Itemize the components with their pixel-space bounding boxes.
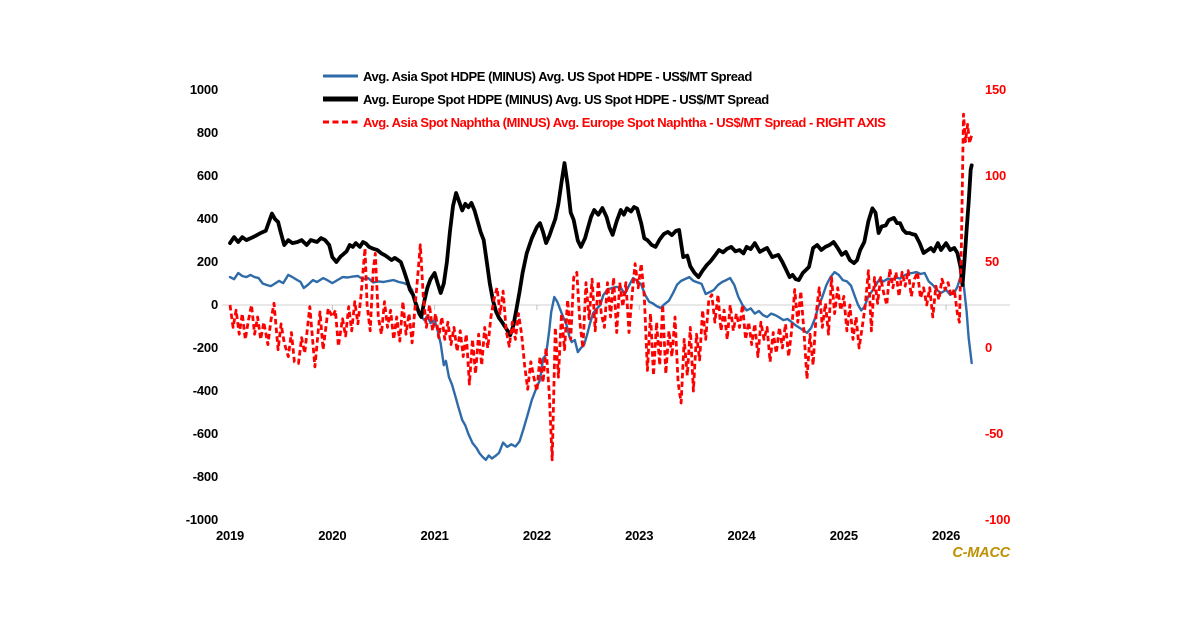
- right-axis-tick-label: -100: [985, 512, 1011, 527]
- left-axis-tick-label: -1000: [185, 512, 218, 527]
- right-axis-tick-label: 50: [985, 254, 1000, 269]
- left-axis-tick-label: 200: [196, 254, 218, 269]
- x-axis-tick-label: 2026: [932, 528, 961, 543]
- left-axis-tick-label: 800: [196, 125, 218, 140]
- legend-item-europe-us-hdpe-spread: Avg. Europe Spot HDPE (MINUS) Avg. US Sp…: [322, 91, 885, 107]
- legend-item-label: Avg. Asia Spot Naphtha (MINUS) Avg. Euro…: [363, 114, 886, 130]
- left-axis-tick-label: -800: [192, 469, 218, 484]
- left-axis-tick-label: -200: [192, 340, 218, 355]
- legend-item-asia-us-hdpe-spread: Avg. Asia Spot HDPE (MINUS) Avg. US Spot…: [322, 68, 885, 84]
- right-axis-tick-label: 0: [985, 340, 993, 355]
- series-line-naphtha-spread-right-axis: [228, 112, 974, 462]
- right-axis-tick-label: 100: [985, 168, 1007, 183]
- legend-line-swatch-blue: [323, 74, 358, 78]
- legend-line-swatch-black: [323, 96, 358, 102]
- legend-item-label: Avg. Asia Spot HDPE (MINUS) Avg. US Spot…: [363, 68, 752, 84]
- legend-item-label: Avg. Europe Spot HDPE (MINUS) Avg. US Sp…: [363, 91, 769, 107]
- x-axis-tick-label: 2021: [420, 528, 449, 543]
- right-axis-tick-label: -50: [985, 426, 1004, 441]
- x-axis-tick-label: 2022: [522, 528, 551, 543]
- left-axis-tick-label: -400: [192, 383, 218, 398]
- x-axis-tick-label: 2020: [318, 528, 347, 543]
- x-axis-tick-label: 2024: [727, 528, 756, 543]
- watermark-cmacc: C-MACC: [952, 545, 1010, 561]
- legend: Avg. Asia Spot HDPE (MINUS) Avg. US Spot…: [322, 68, 886, 137]
- series-line-europe-us-hdpe-spread: [228, 161, 974, 337]
- legend-item-naphtha-spread: Avg. Asia Spot Naphtha (MINUS) Avg. Euro…: [322, 114, 886, 130]
- left-axis-tick-label: 400: [196, 211, 218, 226]
- left-axis-tick-label: 0: [210, 297, 218, 312]
- legend-line-swatch-red-dashed: [323, 120, 358, 124]
- x-axis-tick-label: 2025: [829, 528, 858, 543]
- x-axis-tick-label: 2023: [625, 528, 654, 543]
- left-axis-tick-label: 600: [196, 168, 218, 183]
- left-axis-tick-label: -600: [192, 426, 218, 441]
- x-axis-tick-label: 2019: [215, 528, 245, 543]
- right-axis-tick-label: 150: [985, 82, 1007, 97]
- left-axis-tick-label: 1000: [189, 82, 218, 97]
